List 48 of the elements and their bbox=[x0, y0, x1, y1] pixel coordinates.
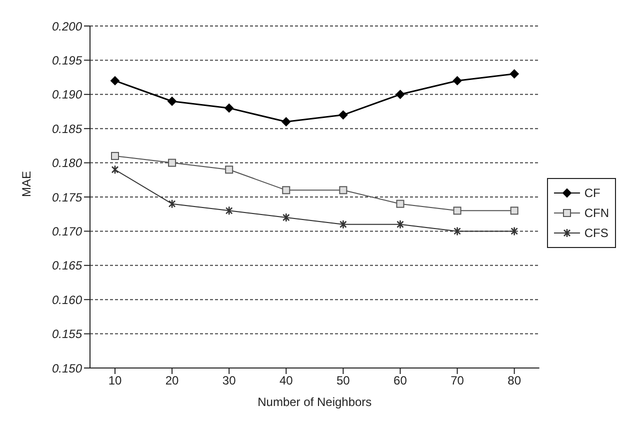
x-tick-label: 30 bbox=[222, 374, 236, 388]
x-tick-label: 60 bbox=[394, 374, 408, 388]
legend-label: CF bbox=[584, 185, 600, 202]
point bbox=[396, 220, 404, 230]
x-axis-title: Number of Neighbors bbox=[258, 395, 372, 409]
x-tick-label: 10 bbox=[108, 374, 122, 388]
point bbox=[338, 110, 348, 120]
point bbox=[225, 206, 233, 216]
x-tick-label: 20 bbox=[165, 374, 180, 388]
y-tick-label: 0.170 bbox=[52, 224, 82, 238]
point bbox=[454, 226, 461, 236]
y-tick-label: 0.175 bbox=[52, 190, 82, 204]
point bbox=[452, 76, 462, 86]
point bbox=[225, 166, 234, 174]
point bbox=[282, 212, 290, 222]
point bbox=[339, 186, 348, 194]
y-tick-label: 0.195 bbox=[52, 53, 82, 68]
x-tick-label: 40 bbox=[279, 374, 294, 388]
x-tick-label: 50 bbox=[336, 374, 350, 388]
point bbox=[396, 90, 405, 99]
legend-label: CFN bbox=[584, 205, 609, 222]
y-tick-label: 0.150 bbox=[52, 361, 82, 376]
point bbox=[510, 69, 519, 78]
y-tick-label: 0.160 bbox=[52, 292, 82, 307]
point bbox=[110, 76, 120, 86]
point bbox=[396, 200, 404, 208]
point bbox=[453, 206, 462, 215]
point bbox=[340, 220, 347, 230]
point bbox=[111, 164, 119, 174]
point bbox=[282, 117, 291, 126]
y-tick-label: 0.190 bbox=[52, 88, 82, 102]
point bbox=[168, 158, 176, 167]
x-tick-label: 80 bbox=[508, 374, 522, 388]
y-tick-label: 0.180 bbox=[52, 156, 82, 170]
legend-label: CFS bbox=[584, 225, 608, 242]
point bbox=[111, 152, 119, 160]
y-tick-label: 0.155 bbox=[52, 327, 82, 342]
point bbox=[168, 96, 177, 106]
y-tick-label: 0.185 bbox=[52, 122, 82, 136]
y-tick-label: 0.200 bbox=[52, 19, 82, 34]
y-tick-label: 0.165 bbox=[52, 258, 82, 273]
point bbox=[510, 226, 518, 236]
point bbox=[168, 199, 176, 208]
point bbox=[282, 186, 290, 194]
y-axis-title: MAE bbox=[19, 170, 34, 197]
point bbox=[224, 104, 234, 113]
point bbox=[510, 206, 518, 215]
x-tick-label: 70 bbox=[450, 374, 464, 388]
